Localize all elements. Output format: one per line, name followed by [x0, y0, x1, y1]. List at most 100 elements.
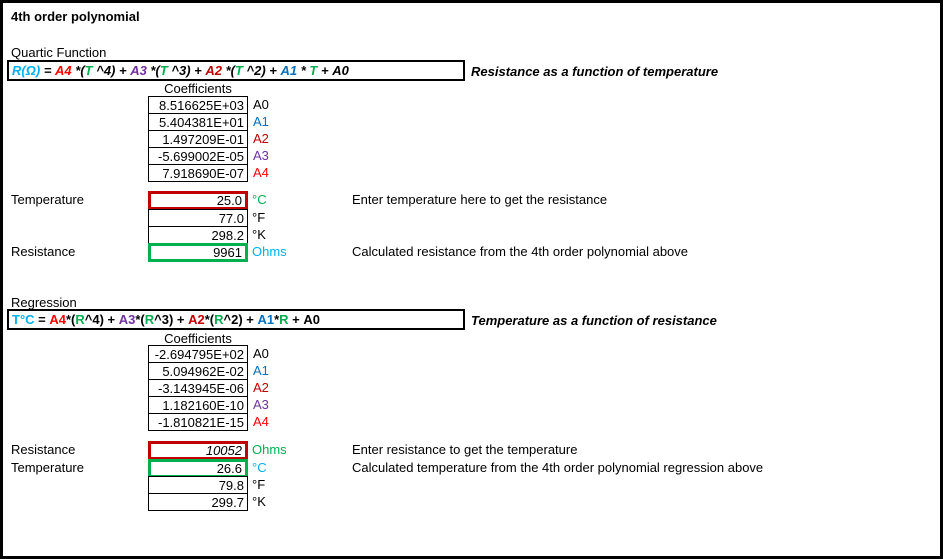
- formula-term: *(: [146, 63, 160, 78]
- coefficient-name-label: A3: [253, 148, 269, 163]
- formula-term: T: [84, 63, 93, 78]
- quartic-coefficients-table: 8.516625E+03 A0 5.404381E+01 A1 1.497209E-01…: [148, 96, 269, 182]
- io-row: 299.7 °K: [3, 493, 940, 512]
- coefficient-row: -1.810821E-15 A4: [148, 413, 269, 431]
- formula-term: T: [234, 63, 243, 78]
- coefficient-row: -5.699002E-05 A3: [148, 147, 269, 165]
- coefficient-value-cell: 7.918690E-07: [148, 164, 248, 182]
- formula-term: T: [159, 63, 168, 78]
- formula-term: R: [214, 312, 224, 327]
- regression-side-note: Temperature as a function of resistance: [471, 313, 717, 328]
- coefficient-name-label: A4: [253, 165, 269, 180]
- description-text: Enter resistance to get the temperature: [352, 442, 578, 457]
- unit-label: °K: [252, 494, 266, 509]
- formula-term: A2: [205, 63, 222, 78]
- row-label: Resistance: [11, 442, 76, 457]
- coefficient-row: 7.918690E-07 A4: [148, 164, 269, 182]
- formula-term: +: [288, 312, 304, 327]
- coefficient-name-label: A3: [253, 397, 269, 412]
- formula-term: ^4) +: [84, 312, 119, 327]
- formula-term: A1: [280, 63, 298, 78]
- unit-label: Ohms: [252, 442, 287, 457]
- converted-value-cell: 298.2: [148, 226, 248, 244]
- coefficient-row: 1.497209E-01 A2: [148, 130, 269, 148]
- coefficient-value-cell: 8.516625E+03: [148, 96, 248, 114]
- formula-term: *(: [65, 312, 76, 327]
- io-row: Resistance 9961 Ohms Calculated resistance …: [3, 243, 940, 262]
- formula-term: ^3) +: [154, 312, 189, 327]
- converted-value-cell: 77.0: [148, 209, 248, 227]
- quartic-section-label: Quartic Function: [11, 45, 107, 60]
- row-label: Temperature: [11, 460, 84, 475]
- coefficient-name-label: A0: [253, 346, 269, 361]
- formula-term: A0: [303, 312, 321, 327]
- unit-label: Ohms: [252, 244, 287, 259]
- formula-term: T°C: [12, 312, 35, 327]
- formula-term: *(: [71, 63, 85, 78]
- formula-term: A0: [332, 63, 349, 78]
- row-label: Temperature: [11, 192, 84, 207]
- row-label: Resistance: [11, 244, 76, 259]
- io-row: 298.2 °K: [3, 226, 940, 245]
- formula-term: A1: [257, 312, 275, 327]
- regression-section-label: Regression: [11, 295, 77, 310]
- formula-term: =: [34, 312, 50, 327]
- page-title: 4th order polynomial: [11, 9, 140, 24]
- unit-label: °C: [252, 192, 267, 207]
- coefficient-row: -3.143945E-06 A2: [148, 379, 269, 397]
- coefficient-value-cell: -5.699002E-05: [148, 147, 248, 165]
- io-row: Temperature 26.6 °C Calculated temperature …: [3, 459, 940, 478]
- input-value-cell[interactable]: 25.0: [148, 191, 248, 210]
- coefficient-name-label: A2: [253, 380, 269, 395]
- formula-term: T: [309, 63, 318, 78]
- formula-term: R: [144, 312, 155, 327]
- description-text: Enter temperature here to get the resist…: [352, 192, 608, 207]
- formula-term: ^2) +: [223, 312, 258, 327]
- formula-term: *(: [135, 312, 145, 327]
- calculated-value-cell: 9961: [148, 243, 248, 262]
- coefficient-value-cell: 1.182160E-10: [148, 396, 248, 414]
- coefficient-value-cell: 5.404381E+01: [148, 113, 248, 131]
- input-value-cell[interactable]: 10052: [148, 441, 248, 460]
- quartic-side-note: Resistance as a function of temperature: [471, 64, 719, 79]
- regression-coefficients-table: -2.694795E+02 A0 5.094962E-02 A1 -3.143945E-…: [148, 345, 269, 431]
- formula-term: ^2) +: [242, 63, 281, 78]
- unit-label: °C: [252, 460, 267, 475]
- coefficient-row: 1.182160E-10 A3: [148, 396, 269, 414]
- formula-term: A4: [55, 63, 72, 78]
- formula-term: A3: [118, 312, 136, 327]
- quartic-coefficients-header: Coefficients: [164, 81, 232, 96]
- io-row: 77.0 °F: [3, 209, 940, 228]
- unit-label: °F: [252, 210, 266, 225]
- formula-term: ^3) +: [167, 63, 206, 78]
- coefficient-row: -2.694795E+02 A0: [148, 345, 269, 363]
- coefficient-name-label: A2: [253, 131, 269, 146]
- coefficient-value-cell: -3.143945E-06: [148, 379, 248, 397]
- formula-term: *: [274, 312, 280, 327]
- formula-term: *: [297, 63, 310, 78]
- converted-value-cell: 299.7: [148, 493, 248, 511]
- coefficient-value-cell: 1.497209E-01: [148, 130, 248, 148]
- formula-term: ^4) +: [92, 63, 131, 78]
- coefficient-name-label: A1: [253, 363, 269, 378]
- description-text: Calculated resistance from the 4th order…: [352, 244, 689, 259]
- description-text: Calculated temperature from the 4th orde…: [352, 460, 764, 475]
- formula-term: *(: [204, 312, 215, 327]
- converted-value-cell: 79.8: [148, 476, 248, 494]
- coefficient-value-cell: 5.094962E-02: [148, 362, 248, 380]
- quartic-formula: R(Ω) = A4 *(T ^4) + A3 *(T ^3) + A2 *(T …: [7, 60, 465, 81]
- coefficient-value-cell: -1.810821E-15: [148, 413, 248, 431]
- formula-term: +: [317, 63, 333, 78]
- coefficient-row: 8.516625E+03 A0: [148, 96, 269, 114]
- formula-term: *(: [221, 63, 235, 78]
- coefficient-name-label: A4: [253, 414, 269, 429]
- coefficient-row: 5.094962E-02 A1: [148, 362, 269, 380]
- regression-coefficients-header: Coefficients: [164, 331, 232, 346]
- coefficient-name-label: A0: [253, 97, 269, 112]
- io-row: Temperature 25.0 °C Enter temperature here …: [3, 191, 940, 210]
- coefficient-value-cell: -2.694795E+02: [148, 345, 248, 363]
- formula-term: R: [279, 312, 289, 327]
- regression-formula: T°C = A4 *(R ^4) + A3 *(R ^3) + A2 *(R ^2) + A…: [7, 309, 465, 330]
- coefficient-name-label: A1: [253, 114, 269, 129]
- formula-term: R: [75, 312, 85, 327]
